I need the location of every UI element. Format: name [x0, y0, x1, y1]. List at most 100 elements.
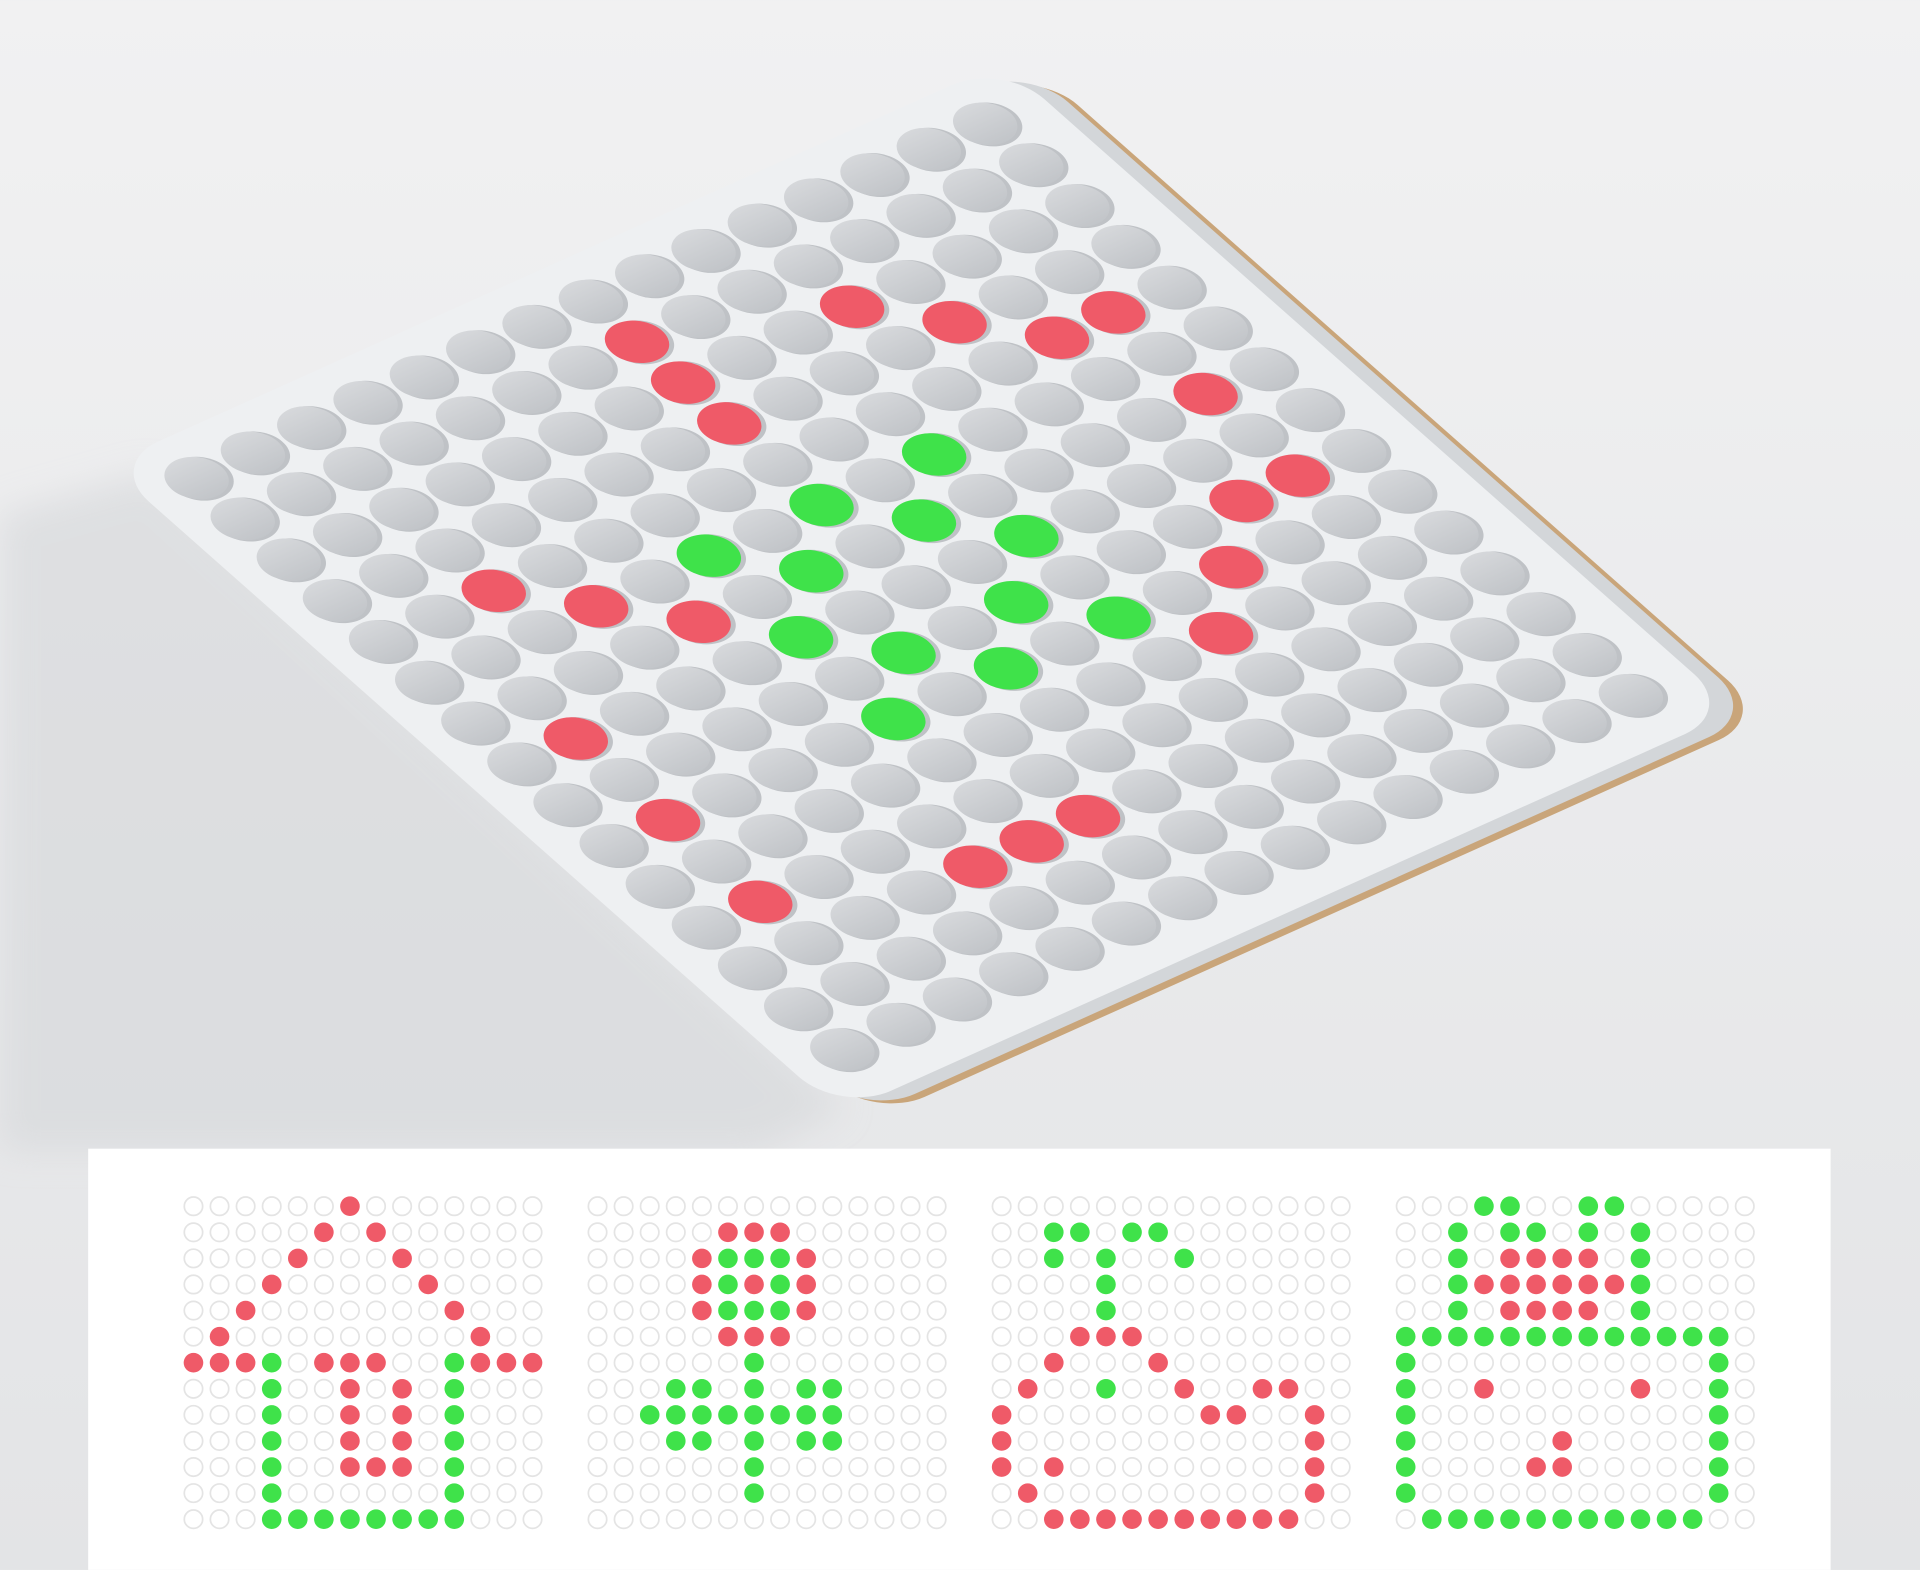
pixel-off [874, 1326, 895, 1347]
pixel-off [1330, 1352, 1351, 1373]
pixel-off [183, 1483, 204, 1504]
pixel-off [1069, 1430, 1090, 1451]
pixel-off [235, 1483, 256, 1504]
pixel-on [288, 1248, 308, 1269]
button [948, 474, 1013, 517]
pixel-off [717, 1509, 738, 1530]
pixel-off [1226, 1457, 1247, 1478]
pixel-off [1095, 1404, 1117, 1425]
pixel-off [339, 1248, 360, 1269]
pixel-off [639, 1509, 660, 1530]
pixel-on [1526, 1222, 1546, 1243]
button [1317, 800, 1382, 844]
pixel-on [1708, 1431, 1729, 1451]
pixel-off [496, 1404, 517, 1425]
pixel-on [1395, 1483, 1416, 1503]
pixel-off [235, 1378, 256, 1399]
pixel-off [717, 1430, 738, 1451]
button [1091, 225, 1156, 268]
pixel-off [1174, 1274, 1195, 1295]
pixel-off [639, 1326, 660, 1347]
pattern [587, 1196, 947, 1530]
button [481, 437, 547, 480]
button [1076, 662, 1141, 706]
pixel-off [496, 1483, 517, 1504]
pixel-off [496, 1300, 517, 1321]
button [917, 672, 982, 715]
pixel-off [1447, 1378, 1468, 1399]
button [1158, 810, 1223, 853]
pixel-off [1734, 1404, 1755, 1425]
pixel-off [1226, 1274, 1247, 1295]
pixel-off [522, 1300, 543, 1321]
pixel-off [665, 1248, 686, 1269]
button [835, 524, 900, 568]
button [1163, 438, 1228, 482]
pixel-on [796, 1274, 816, 1295]
button [784, 855, 849, 898]
pixel-off [418, 1404, 439, 1425]
pixel-off [1017, 1430, 1038, 1451]
button [810, 1028, 875, 1071]
pixel-off [1421, 1300, 1442, 1321]
patterns [183, 1196, 1755, 1530]
pixel-on [718, 1405, 738, 1425]
pixel-off [1630, 1196, 1651, 1217]
pixel-on [1174, 1509, 1194, 1529]
pixel-off [848, 1300, 869, 1321]
pixel-off [743, 1196, 765, 1217]
pattern [1395, 1196, 1755, 1530]
pixel-off [1278, 1430, 1299, 1451]
pixel-on [1630, 1300, 1651, 1321]
button [692, 773, 757, 817]
pixel-on [744, 1274, 764, 1295]
pixel-on [1578, 1222, 1599, 1243]
button [563, 585, 629, 628]
pixel-off [639, 1222, 660, 1243]
pixel-off [1278, 1300, 1299, 1321]
pixel-off [1278, 1404, 1299, 1425]
pixel-off [1226, 1248, 1247, 1269]
pixel-off [339, 1274, 360, 1295]
pixel-on [822, 1405, 843, 1425]
pixel-off [1656, 1274, 1677, 1295]
pixel-off [1226, 1483, 1247, 1504]
button [738, 814, 803, 857]
button [1148, 876, 1213, 919]
button [333, 380, 398, 424]
pixel-on [392, 1457, 412, 1477]
button [1368, 469, 1433, 513]
button [1106, 464, 1172, 507]
pixel-on [1604, 1509, 1625, 1529]
pixel-off [1122, 1483, 1143, 1504]
pixel-on [1630, 1326, 1651, 1347]
pixel-on [1630, 1379, 1651, 1399]
pixel-off [1421, 1248, 1442, 1269]
button [1321, 429, 1387, 472]
pixel-on [744, 1379, 764, 1399]
pixel-off [848, 1352, 869, 1373]
pixel-off [235, 1326, 256, 1347]
button [732, 509, 798, 552]
pixel-off [287, 1483, 308, 1504]
pixel-off [444, 1274, 465, 1295]
pixel-off [1604, 1222, 1625, 1243]
pixel-off [1069, 1457, 1090, 1478]
button [968, 341, 1033, 385]
pixel-on [1096, 1300, 1116, 1321]
pixel-off [900, 1404, 921, 1425]
pixel-on [1708, 1352, 1729, 1373]
pixel-off [848, 1196, 869, 1217]
pixel-on [770, 1222, 790, 1243]
pixel-on [1578, 1196, 1599, 1217]
pixel-off [1578, 1404, 1599, 1425]
pixel-off [366, 1378, 387, 1399]
pixel-off [522, 1326, 543, 1347]
pixel-off [1682, 1483, 1703, 1504]
pixel-on [991, 1431, 1012, 1451]
pixel-off [1200, 1300, 1221, 1321]
pixel-off [1017, 1300, 1038, 1321]
pixel-on [1682, 1326, 1703, 1347]
pixel-on [1422, 1509, 1442, 1529]
pixel-on [1604, 1326, 1625, 1347]
